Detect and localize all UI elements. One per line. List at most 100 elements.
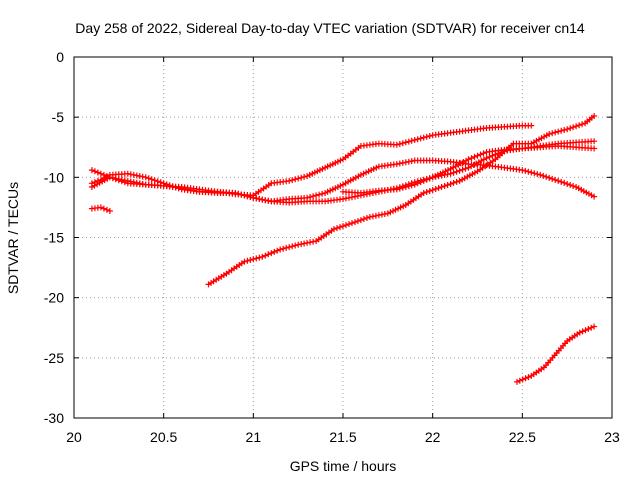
data-point xyxy=(292,176,299,183)
data-point xyxy=(331,226,337,233)
data-point xyxy=(154,178,161,185)
data-point xyxy=(579,121,586,128)
data-point xyxy=(148,176,155,183)
data-point xyxy=(411,137,418,143)
data-point xyxy=(402,184,409,190)
series-s5 xyxy=(205,113,598,288)
data-point xyxy=(283,244,290,251)
data-point xyxy=(528,122,535,129)
series-s7 xyxy=(514,323,598,385)
data-point xyxy=(292,242,299,249)
y-axis-label: SDTVAR / TECUs xyxy=(5,182,21,294)
chart-title: Day 258 of 2022, Sidereal Day-to-day VTE… xyxy=(75,20,585,36)
data-point xyxy=(573,123,580,130)
data-point xyxy=(238,191,245,198)
data-point xyxy=(259,253,266,260)
data-point xyxy=(271,248,278,255)
x-tick-label: 23 xyxy=(604,429,620,445)
x-tick-label: 22.5 xyxy=(509,429,536,445)
data-point xyxy=(405,138,412,145)
data-point xyxy=(408,137,415,144)
data-point xyxy=(477,151,484,158)
data-point xyxy=(88,180,95,187)
data-point xyxy=(522,375,529,382)
data-point xyxy=(576,122,583,129)
series-line xyxy=(516,326,595,383)
data-point xyxy=(286,177,293,184)
series-s4 xyxy=(340,143,598,196)
data-point xyxy=(519,167,526,174)
data-point xyxy=(426,133,433,139)
series-layer xyxy=(88,113,598,385)
data-point xyxy=(555,177,562,184)
data-point xyxy=(241,192,248,199)
data-point xyxy=(525,374,532,381)
data-point xyxy=(453,178,460,185)
data-point xyxy=(543,173,550,180)
data-point xyxy=(393,186,400,193)
data-point xyxy=(232,190,239,196)
data-point xyxy=(247,257,254,263)
data-point xyxy=(277,246,284,253)
data-point xyxy=(88,167,95,174)
data-point xyxy=(450,179,457,186)
y-tick-label: 0 xyxy=(56,49,64,65)
data-point xyxy=(250,256,257,263)
data-point xyxy=(145,175,152,182)
x-axis-label: GPS time / hours xyxy=(290,458,397,474)
data-point xyxy=(429,187,436,193)
data-point xyxy=(247,194,254,200)
data-point xyxy=(169,183,176,190)
data-point xyxy=(546,131,553,137)
data-point xyxy=(340,223,346,230)
data-point xyxy=(423,189,430,195)
data-point xyxy=(444,182,451,188)
data-point xyxy=(408,182,415,189)
data-point xyxy=(399,184,406,191)
y-tick-label: -20 xyxy=(44,290,64,306)
data-point xyxy=(118,178,125,185)
y-tick-label: -10 xyxy=(44,169,64,185)
x-tick-label: 22 xyxy=(425,429,441,445)
data-point xyxy=(405,183,412,190)
data-point xyxy=(352,219,358,226)
data-point xyxy=(591,138,598,145)
data-point xyxy=(253,255,260,262)
data-point xyxy=(103,206,110,213)
data-point xyxy=(462,165,469,172)
data-point xyxy=(310,193,317,200)
data-point xyxy=(265,251,272,258)
data-point xyxy=(235,190,242,197)
data-point xyxy=(175,185,182,192)
data-point xyxy=(549,175,556,182)
data-point xyxy=(468,155,475,162)
data-point xyxy=(160,180,167,187)
data-point xyxy=(474,152,481,159)
data-point xyxy=(115,177,122,184)
y-tick-label: -30 xyxy=(44,410,64,426)
data-point xyxy=(579,328,586,335)
data-point xyxy=(426,188,433,194)
data-point xyxy=(567,125,574,132)
y-tick-label: -25 xyxy=(44,350,64,366)
data-point xyxy=(396,185,403,192)
data-point xyxy=(516,377,523,384)
data-point xyxy=(540,172,547,179)
data-point xyxy=(91,179,98,186)
data-point xyxy=(399,140,406,147)
data-point xyxy=(549,130,556,137)
data-point xyxy=(435,185,442,191)
data-point xyxy=(456,167,463,174)
data-point xyxy=(423,176,430,183)
y-tick-label: -5 xyxy=(52,109,65,125)
x-tick-label: 20.5 xyxy=(150,429,177,445)
data-point xyxy=(166,182,173,189)
data-point xyxy=(552,129,559,136)
data-point xyxy=(121,179,128,186)
data-point xyxy=(414,180,421,187)
data-point xyxy=(316,191,323,198)
data-point xyxy=(256,254,263,261)
x-tick-label: 21.5 xyxy=(329,429,356,445)
data-point xyxy=(582,327,589,334)
data-point xyxy=(552,176,559,183)
